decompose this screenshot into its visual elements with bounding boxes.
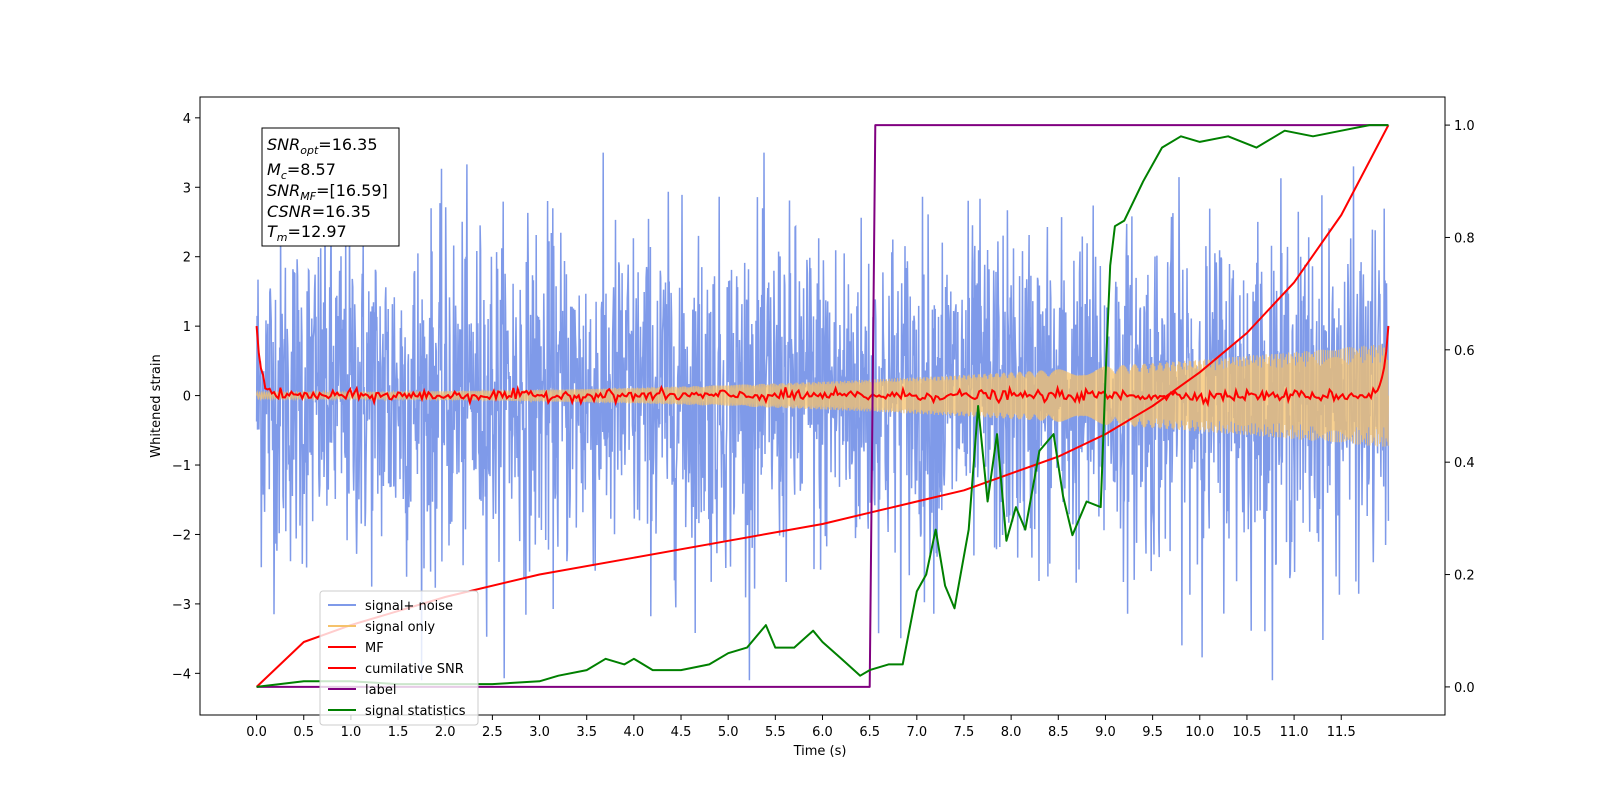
x-tick-label: 6.5 <box>859 725 880 740</box>
x-tick-label: 2.5 <box>482 725 503 740</box>
x-tick-label: 11.5 <box>1327 725 1356 740</box>
info-box: SNRopt=16.35 Mc=8.57 SNRMF=[16.59] CSNR=… <box>261 127 400 247</box>
y2-tick-label: 0.2 <box>1454 569 1475 584</box>
x-tick-label: 8.0 <box>1001 725 1022 740</box>
x-tick-label: 5.0 <box>718 725 739 740</box>
y-tick-label: 3 <box>183 181 191 196</box>
info-snr-mf: SNRMF=[16.59] <box>267 181 388 203</box>
info-mc: Mc=8.57 <box>267 160 336 182</box>
x-tick-label: 7.0 <box>906 725 927 740</box>
y-tick-label: 4 <box>183 112 191 127</box>
x-tick-label: 4.0 <box>624 725 645 740</box>
y-tick-label: 2 <box>183 251 191 266</box>
series-label <box>256 124 1389 688</box>
y2-tick-label: 0.4 <box>1454 456 1475 471</box>
x-tick-label: 3.5 <box>576 725 597 740</box>
legend-item: cumilative SNR <box>328 662 464 677</box>
legend-item: signal+ noise <box>328 599 453 614</box>
x-tick-label: 4.5 <box>671 725 692 740</box>
y2-tick-label: 1.0 <box>1454 119 1475 134</box>
series-signal-noise <box>255 152 1390 681</box>
y2-tick-label: 0.6 <box>1454 344 1475 359</box>
y2-tick-label: 0.8 <box>1454 231 1475 246</box>
x-tick-label: 11.0 <box>1280 725 1309 740</box>
x-tick-label: 0.5 <box>293 725 314 740</box>
x-tick-label: 10.0 <box>1185 725 1214 740</box>
x-axis: 0.0 0.5 1.0 1.5 2.0 2.5 3.0 3.5 4.0 4.5 5.0 5.5 6.0 6… <box>246 715 1356 740</box>
legend-item: signal only <box>328 620 435 635</box>
x-tick-label: 9.0 <box>1095 725 1116 740</box>
x-tick-label: 2.0 <box>435 725 456 740</box>
y2-tick-label: 0.0 <box>1454 681 1475 696</box>
legend-item: MF <box>328 641 384 656</box>
legend-label: signal only <box>365 620 435 635</box>
x-tick-label: 1.0 <box>341 725 362 740</box>
y-axis-left: 4 3 2 1 0 −1 −2 −3 −4 <box>172 112 200 682</box>
y-tick-label: −2 <box>172 528 191 543</box>
x-tick-label: 1.5 <box>388 725 409 740</box>
x-tick-label: 9.5 <box>1142 725 1163 740</box>
x-tick-label: 0.0 <box>246 725 267 740</box>
series-signal-statistics <box>256 124 1389 688</box>
x-tick-label: 8.5 <box>1048 725 1069 740</box>
y-tick-label: −4 <box>172 667 191 682</box>
y-tick-label: −1 <box>172 459 191 474</box>
legend-label: signal+ noise <box>365 599 453 614</box>
legend-label: label <box>365 683 396 698</box>
legend: signal+ noise signal only MF cumilative SNR… <box>319 590 479 726</box>
legend-label: signal statistics <box>365 704 466 719</box>
legend-item: label <box>328 683 396 698</box>
series-mf <box>255 326 1390 408</box>
x-tick-label: 7.5 <box>954 725 975 740</box>
x-tick-label: 5.5 <box>765 725 786 740</box>
x-tick-label: 10.5 <box>1232 725 1261 740</box>
x-tick-label: 6.0 <box>812 725 833 740</box>
y-tick-label: 1 <box>183 320 191 335</box>
y-axis-title: Whitened strain <box>149 354 164 457</box>
x-axis-title: Time (s) <box>793 744 847 759</box>
y-tick-label: 0 <box>183 390 191 405</box>
x-tick-label: 3.0 <box>529 725 550 740</box>
legend-label: MF <box>365 641 384 656</box>
info-box-frame <box>261 127 400 247</box>
info-csnr: CSNR=16.35 <box>267 202 371 221</box>
info-tm: Tm=12.97 <box>267 222 347 244</box>
info-snr-opt: SNRopt=16.35 <box>267 135 378 157</box>
legend-item: signal statistics <box>328 704 466 719</box>
y-axis-right: 1.0 0.8 0.6 0.4 0.2 0.0 <box>1445 119 1475 696</box>
y-tick-label: −3 <box>172 598 191 613</box>
legend-frame <box>319 590 479 726</box>
legend-label: cumilative SNR <box>365 662 464 677</box>
